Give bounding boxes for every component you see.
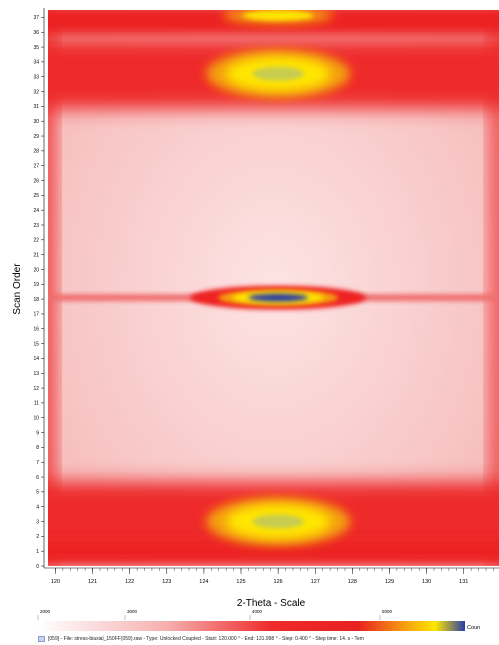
y-tick-label: 29 xyxy=(33,134,39,140)
y-tick-label: 33 xyxy=(33,75,39,81)
colorbar-tick-label: 5000 xyxy=(382,609,393,614)
x-tick-label: 125 xyxy=(236,579,245,585)
y-tick-label: 16 xyxy=(33,327,39,333)
y-tick-label: 2 xyxy=(36,534,39,540)
x-tick-label: 124 xyxy=(199,579,208,585)
heatmap-left-edge xyxy=(48,10,54,566)
y-tick-label: 12 xyxy=(33,386,39,392)
y-tick-label: 5 xyxy=(36,490,39,496)
y-tick-label: 10 xyxy=(33,416,39,422)
scan-info-footer: [059] - File: stress-biaxial_150FF(059).… xyxy=(48,636,364,642)
x-tick-label: 121 xyxy=(88,579,97,585)
y-tick-label: 27 xyxy=(33,163,39,169)
x-tick-label: 122 xyxy=(125,579,134,585)
x-axis: 120 121 122 123 124 125 126 127 128 129 130 131 xyxy=(44,567,499,585)
heatmap-peak-core xyxy=(252,66,305,81)
y-axis-label: Scan Order xyxy=(12,263,23,315)
x-tick-label: 129 xyxy=(385,579,394,585)
x-tick-label: 131 xyxy=(459,579,468,585)
y-tick-label: 19 xyxy=(33,282,39,288)
colorbar-ticks: 2000 3000 4000 5000 xyxy=(37,609,393,620)
y-tick-label: 0 xyxy=(36,564,39,570)
y-tick-label: 14 xyxy=(33,356,39,362)
x-tick-label: 126 xyxy=(274,579,283,585)
file-icon xyxy=(38,636,45,642)
y-tick-label: 18 xyxy=(33,297,39,303)
y-tick-label: 15 xyxy=(33,341,39,347)
y-tick-label: 13 xyxy=(33,371,39,377)
colorbar-tick-label: 2000 xyxy=(40,609,51,614)
heatmap-peak-core xyxy=(248,293,309,302)
colorbar-tick-label: 4000 xyxy=(252,609,263,614)
y-tick-label: 17 xyxy=(33,312,39,318)
y-tick-label: 31 xyxy=(33,104,39,110)
x-tick-label: 123 xyxy=(162,579,171,585)
y-tick-label: 32 xyxy=(33,89,39,95)
heatmap-peak-core xyxy=(252,514,305,529)
x-tick-label: 120 xyxy=(51,579,60,585)
colorbar: 2000 3000 4000 5000 Coun xyxy=(37,609,480,631)
y-axis: 0123456789101112131415161718192021222324… xyxy=(33,8,45,570)
y-tick-label: 20 xyxy=(33,267,39,273)
y-tick-label: 28 xyxy=(33,149,39,155)
y-tick-label: 36 xyxy=(33,30,39,36)
y-tick-label: 22 xyxy=(33,238,39,244)
y-tick-label: 24 xyxy=(33,208,39,214)
x-tick-label: 130 xyxy=(422,579,431,585)
y-tick-label: 21 xyxy=(33,252,39,258)
heatmap-peak-core xyxy=(243,10,314,21)
x-tick-label: 127 xyxy=(311,579,320,585)
heatmap-right-edge xyxy=(491,10,499,566)
y-tick-label: 1 xyxy=(36,549,39,555)
y-tick-label: 11 xyxy=(34,401,39,407)
y-tick-label: 4 xyxy=(36,504,39,510)
heatmap-intensity-layer xyxy=(48,10,499,566)
y-tick-label: 3 xyxy=(36,519,39,525)
x-tick-label: 128 xyxy=(348,579,357,585)
y-tick-label: 26 xyxy=(33,178,39,184)
y-tick-label: 9 xyxy=(36,430,39,436)
y-tick-label: 6 xyxy=(36,475,39,481)
colorbar-tick-label: 3000 xyxy=(127,609,138,614)
y-tick-label: 37 xyxy=(33,15,39,21)
y-tick-label: 25 xyxy=(33,193,39,199)
y-tick-label: 7 xyxy=(36,460,39,466)
colorbar-gradient xyxy=(38,621,465,631)
y-tick-label: 35 xyxy=(33,45,39,51)
y-tick-label: 34 xyxy=(33,60,39,66)
colorbar-label: Coun xyxy=(467,625,480,631)
heatmap-plot-area xyxy=(48,10,499,566)
x-axis-label: 2-Theta - Scale xyxy=(237,598,306,609)
y-tick-label: 8 xyxy=(36,445,39,451)
y-tick-label: 23 xyxy=(33,223,39,229)
y-tick-label: 30 xyxy=(33,119,39,125)
